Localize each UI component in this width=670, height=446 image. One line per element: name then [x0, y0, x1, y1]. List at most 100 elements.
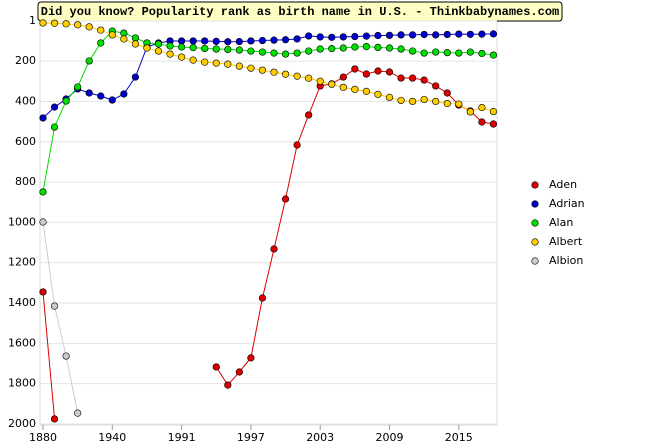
data-point: [39, 188, 47, 196]
y-tick-label: 1400: [8, 296, 36, 309]
data-point: [397, 31, 405, 39]
data-point: [397, 74, 405, 82]
data-point: [409, 97, 417, 106]
data-point: [201, 58, 209, 66]
y-tick-label: 600: [15, 135, 36, 148]
data-point: [374, 31, 382, 40]
data-point: [293, 72, 301, 80]
data-point: [247, 354, 255, 362]
data-point: [235, 37, 243, 46]
data-point: [478, 30, 486, 38]
data-point: [235, 62, 243, 70]
data-point: [374, 67, 382, 75]
data-point: [281, 50, 290, 58]
data-point: [339, 73, 347, 81]
x-tick-label: 1997: [237, 431, 265, 444]
data-point: [420, 30, 428, 39]
data-point: [247, 47, 255, 55]
data-point: [166, 42, 174, 50]
data-point: [489, 107, 498, 116]
data-point: [143, 44, 151, 52]
data-point: [305, 32, 313, 40]
data-point: [466, 108, 474, 116]
data-point: [131, 40, 139, 48]
data-point: [489, 51, 498, 59]
data-point: [339, 44, 347, 52]
data-point: [235, 46, 243, 54]
data-point: [201, 44, 209, 53]
data-point: [74, 409, 82, 417]
data-point: [189, 37, 197, 45]
data-point: [270, 36, 278, 44]
data-point: [455, 30, 463, 38]
y-tick-label: 1200: [8, 256, 36, 269]
legend-marker: [531, 257, 539, 265]
y-tick-label: 800: [15, 175, 36, 188]
y-tick-label: 1800: [8, 377, 36, 390]
data-point: [224, 60, 232, 68]
data-point: [328, 33, 336, 41]
data-point: [258, 36, 267, 45]
data-point: [166, 50, 174, 58]
data-point: [443, 89, 451, 97]
data-point: [489, 120, 498, 128]
data-point: [362, 32, 371, 40]
data-point: [224, 45, 232, 54]
data-point: [62, 20, 70, 28]
data-point: [178, 43, 186, 51]
data-point: [409, 31, 417, 39]
data-point: [362, 87, 371, 95]
legend-label: Albert: [549, 235, 583, 248]
data-point: [432, 82, 440, 90]
data-point: [374, 43, 382, 52]
data-point: [131, 73, 139, 81]
series-line: [42, 33, 494, 119]
legend-marker: [531, 181, 539, 189]
data-point: [247, 37, 255, 45]
legend-label: Aden: [549, 178, 577, 191]
data-point: [50, 302, 59, 310]
data-point: [189, 56, 197, 64]
data-point: [224, 381, 232, 389]
data-point: [397, 45, 405, 53]
data-point: [420, 76, 428, 84]
legend-marker: [531, 219, 539, 227]
data-point: [270, 245, 278, 253]
data-point: [385, 44, 394, 52]
legend-label: Alan: [549, 216, 573, 229]
data-point: [362, 70, 371, 78]
data-point: [443, 49, 451, 57]
data-point: [432, 48, 440, 56]
data-point: [385, 93, 394, 102]
data-point: [131, 34, 139, 42]
data-point: [351, 65, 359, 73]
data-point: [39, 288, 47, 296]
series-line: [42, 22, 494, 113]
data-point: [409, 47, 417, 55]
y-tick-label: 200: [15, 54, 36, 67]
data-point: [420, 49, 428, 57]
data-point: [39, 218, 47, 226]
data-point: [154, 47, 163, 55]
data-point: [85, 57, 93, 65]
data-point: [443, 30, 451, 39]
data-point: [409, 74, 417, 82]
data-point: [50, 415, 59, 423]
data-point: [455, 49, 463, 57]
data-point: [455, 100, 463, 108]
data-point: [351, 32, 359, 41]
data-point: [50, 123, 59, 131]
y-tick-label: 1600: [8, 336, 36, 349]
data-point: [420, 95, 428, 104]
data-point: [74, 83, 82, 91]
legend-label: Albion: [549, 254, 583, 267]
data-point: [478, 103, 486, 112]
data-point: [316, 33, 324, 41]
x-tick-label: 2015: [445, 431, 473, 444]
data-point: [258, 294, 267, 302]
data-point: [351, 85, 359, 93]
data-point: [39, 19, 47, 27]
data-point: [85, 89, 93, 97]
